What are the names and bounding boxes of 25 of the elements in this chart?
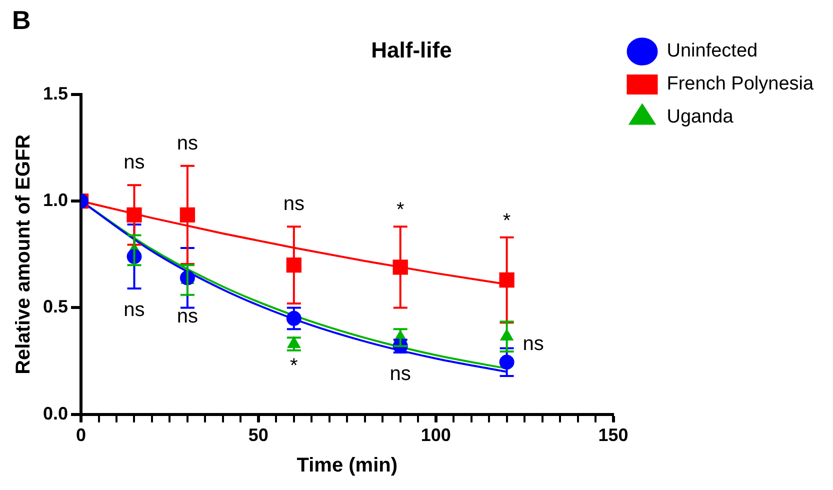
y-tick-label: 0.5 <box>42 296 68 317</box>
annotation: * <box>396 199 404 222</box>
x-tick-label: 50 <box>248 425 268 446</box>
y-tick-label: 1.5 <box>42 83 68 104</box>
annotation: ns <box>283 193 304 216</box>
x-tick-label: 150 <box>598 425 628 446</box>
y-tick-label: 0.0 <box>42 403 68 424</box>
annotation: * <box>502 210 511 232</box>
annotation: ns <box>124 299 145 322</box>
legend-label: Uganda <box>666 106 734 128</box>
y-axis-title: Relative amount of EGFR <box>12 134 35 374</box>
annotation: ns <box>390 363 411 386</box>
legend-label: French Polynesia <box>666 74 814 95</box>
annotation: ns <box>522 333 544 356</box>
legend-label: Uninfected <box>666 40 758 62</box>
annotation: ns <box>176 305 198 328</box>
x-tick-label: 0 <box>76 425 86 446</box>
annotation: ns <box>176 132 198 154</box>
annotation: ns <box>124 152 145 174</box>
chart-title: Half-life <box>371 37 452 62</box>
text: B <box>12 5 31 36</box>
y-tick-label: 1.0 <box>42 190 68 210</box>
annotation: * <box>290 354 298 377</box>
x-axis-title: Time (min) <box>296 454 398 477</box>
x-tick-label: 100 <box>420 425 451 446</box>
